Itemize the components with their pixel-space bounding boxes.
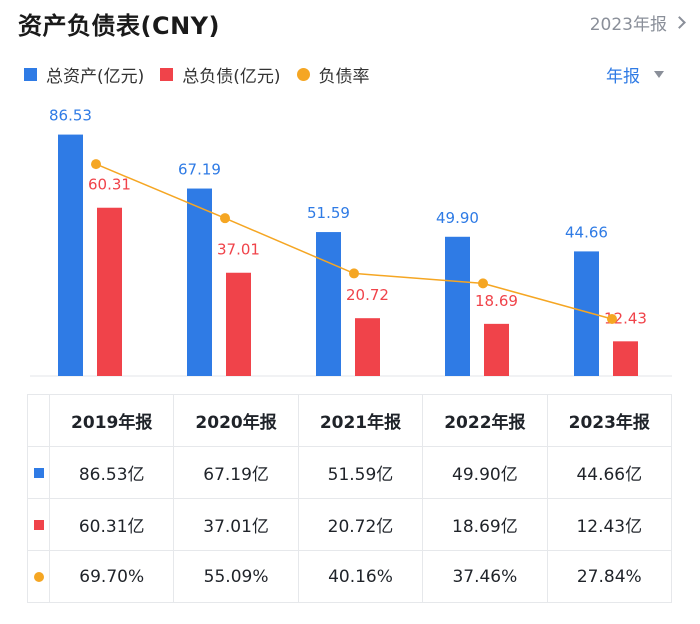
orange-dot-icon: [296, 68, 310, 81]
page-title: 资产负债表(CNY): [18, 12, 221, 40]
table-header-cell: [27, 394, 50, 447]
table-cell: 67.19亿: [173, 446, 299, 499]
table-header-cell: 2019年报: [48, 394, 175, 447]
table-row: 86.53亿 67.19亿 51.59亿 49.90亿 44.66亿: [27, 446, 673, 499]
data-label-total-assets: 49.90: [436, 209, 479, 227]
legend-item-total-liabilities[interactable]: 总负债(亿元): [160, 62, 281, 87]
table-header-row: 2019年报 2020年报 2021年报 2022年报 2023年报: [27, 394, 673, 447]
table-header-cell: 2020年报: [173, 394, 299, 447]
legend-item-debt-ratio[interactable]: 负债率: [296, 62, 370, 87]
data-label-total-liabilities: 60.31: [88, 176, 131, 194]
period-label: 2023年报: [589, 15, 667, 35]
table-cell: 86.53亿: [48, 446, 175, 499]
table-cell: 37.01亿: [173, 498, 299, 551]
legend-label: 总资产(亿元): [46, 67, 145, 87]
period-link[interactable]: 2023年报: [589, 10, 686, 35]
table-cell: 51.59亿: [297, 446, 424, 499]
legend-item-total-assets[interactable]: 总资产(亿元): [24, 62, 144, 87]
dropdown-value: 年报: [606, 67, 640, 87]
data-label-total-liabilities: 20.72: [346, 286, 389, 304]
data-label-total-assets: 51.59: [307, 204, 350, 222]
bar-total-liabilities: [97, 207, 122, 376]
bar-total-assets: [316, 232, 341, 376]
table-cell: 20.72亿: [297, 498, 424, 551]
bar-total-liabilities: [613, 341, 638, 376]
table-cell: 69.70%: [48, 550, 175, 603]
table-header-cell: 2021年报: [297, 394, 424, 447]
table-row: 69.70% 55.09% 40.16% 37.46% 27.84%: [27, 550, 673, 603]
data-label-total-liabilities: 37.01: [217, 241, 260, 259]
chevron-right-icon: [673, 16, 686, 29]
data-label-total-liabilities: 18.69: [475, 292, 518, 310]
bar-total-assets: [187, 188, 212, 376]
blue-square-icon: [33, 467, 44, 478]
legend-label: 负债率: [318, 67, 370, 87]
point-debt-ratio: [478, 278, 488, 289]
table-cell: 18.69亿: [422, 498, 548, 551]
table-cell: 60.31亿: [48, 498, 175, 551]
header: 资产负债表(CNY) 2023年报: [18, 6, 688, 40]
bar-total-liabilities: [484, 323, 509, 376]
chart: 86.53 60.31 67.19 37.01 51.59 20.72 49.90 18.69…: [30, 107, 672, 377]
data-table: 2019年报 2020年报 2021年报 2022年报 2023年报 86.53…: [27, 394, 673, 603]
bar-total-liabilities: [355, 318, 380, 376]
bar-total-assets: [445, 236, 470, 376]
table-header-cell: 2022年报: [422, 394, 548, 447]
table-cell: 40.16%: [297, 550, 424, 603]
period-dropdown[interactable]: 年报: [606, 62, 664, 87]
row-marker: [27, 550, 50, 603]
legend: 总资产(亿元) 总负债(亿元) 负债率: [24, 62, 386, 87]
table-cell: 37.46%: [422, 550, 548, 603]
bar-total-assets: [58, 134, 83, 376]
table-header-cell: 2023年报: [546, 394, 673, 447]
data-label-total-assets: 86.53: [49, 107, 92, 125]
data-label-total-assets: 44.66: [565, 223, 608, 241]
row-marker: [27, 498, 50, 551]
point-debt-ratio: [349, 268, 359, 279]
table-row: 60.31亿 37.01亿 20.72亿 18.69亿 12.43亿: [27, 498, 673, 551]
data-label-total-assets: 67.19: [178, 161, 221, 179]
red-square-icon: [160, 68, 174, 81]
point-debt-ratio: [607, 313, 617, 324]
red-square-icon: [33, 519, 44, 530]
point-debt-ratio: [91, 159, 101, 170]
table-cell: 12.43亿: [546, 498, 673, 551]
caret-down-icon: [654, 71, 664, 78]
table-cell: 44.66亿: [546, 446, 673, 499]
table-cell: 27.84%: [546, 550, 673, 603]
orange-dot-icon: [33, 571, 44, 582]
table-cell: 55.09%: [173, 550, 299, 603]
legend-label: 总负债(亿元): [182, 67, 281, 87]
bar-total-liabilities: [226, 272, 251, 376]
point-debt-ratio: [220, 213, 230, 224]
table-cell: 49.90亿: [422, 446, 548, 499]
row-marker: [27, 446, 50, 499]
blue-square-icon: [24, 68, 37, 81]
